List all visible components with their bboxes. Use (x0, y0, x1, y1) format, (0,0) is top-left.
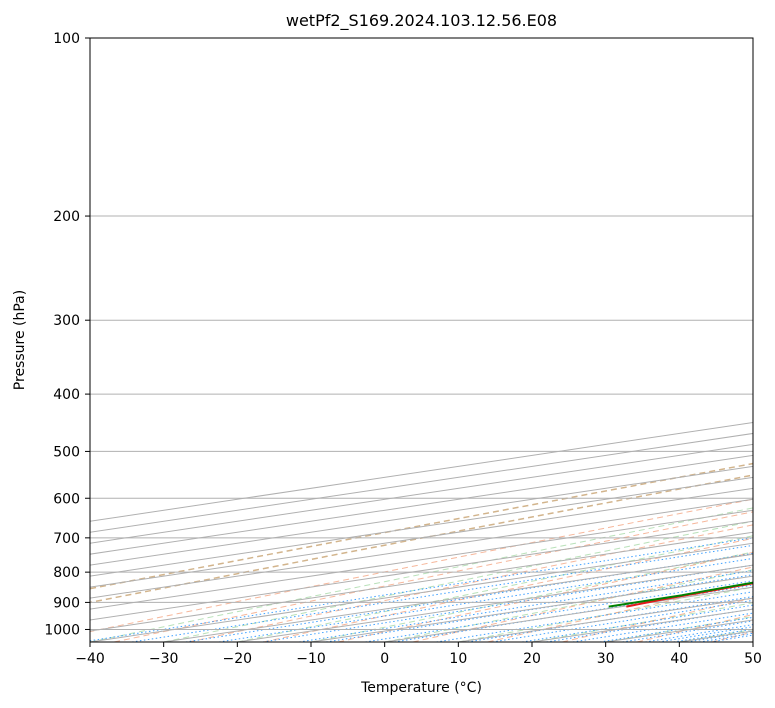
mixing-ratio-line (467, 596, 753, 642)
dry-adiabat-line (90, 498, 753, 633)
y-tick-label: 400 (53, 387, 80, 403)
y-tick-label: 600 (53, 491, 80, 507)
mixing-ratio-line (90, 537, 753, 642)
x-axis-title: Temperature (°C) (360, 680, 482, 696)
grid-lines (90, 38, 753, 642)
mixing-ratio-line (673, 628, 753, 642)
isotherm-line (752, 641, 753, 642)
dry-adiabat-line (188, 524, 753, 642)
dry-adiabat-line (487, 581, 753, 642)
dry-adiabat-line (636, 614, 753, 642)
x-tick-label: 30 (597, 651, 615, 667)
isotherm-line (90, 454, 753, 555)
mixing-ratio-line (522, 604, 753, 642)
isotherm-line (90, 509, 753, 610)
mixing-ratio-line (699, 632, 753, 642)
moist-adiabat-line (458, 586, 753, 642)
mixing-ratio-line (436, 591, 753, 642)
x-tick-label: 10 (449, 651, 467, 667)
moist-adiabat-line (163, 520, 753, 642)
isotherm-line (531, 608, 753, 642)
moist-adiabat-line (237, 535, 753, 642)
moist-adiabat-line (752, 641, 753, 642)
mixing-ratio-line (262, 564, 753, 642)
isotherm-line (605, 619, 753, 642)
plot-area: -10-20-30-40-50-60-70-80-90-100010203040… (90, 38, 753, 642)
y-tick-label: 200 (53, 209, 80, 225)
dry-adiabat-line (90, 474, 753, 604)
mixing-ratio-line (645, 624, 753, 642)
moist-adiabat-line (531, 602, 753, 642)
isotherm-line (90, 443, 753, 544)
isotherm-line (679, 630, 753, 642)
plot-frame (89, 37, 754, 643)
isotherm-line (458, 597, 753, 642)
isotherm-line (90, 498, 753, 599)
isotherm-line (90, 487, 753, 588)
y-axis-ticks: 100 200 300 400 500 600 700 800 900 1000 (44, 31, 90, 638)
y-tick-label: 900 (53, 595, 80, 611)
moist-adiabat-line (605, 616, 753, 642)
x-tick-label: −10 (296, 651, 326, 667)
isotherm-line (90, 421, 753, 522)
mixing-ratio-line (710, 634, 753, 642)
x-tick-label: 0 (380, 651, 389, 667)
y-axis-title: Pressure (hPa) (12, 290, 28, 390)
dry-adiabat-line (113, 511, 753, 642)
x-tick-label: −30 (149, 651, 179, 667)
isotherm-line (90, 476, 753, 577)
x-axis-ticks: −40 −30 −20 −10 0 10 20 30 40 50 (75, 642, 762, 667)
y-tick-label: 100 (53, 31, 80, 47)
moist-adiabat-line (679, 629, 753, 642)
isotherm-line (90, 542, 753, 642)
y-tick-label: 700 (53, 531, 80, 547)
isotherm-line (310, 575, 753, 642)
y-tick-label: 300 (53, 313, 80, 329)
x-tick-label: −40 (75, 651, 105, 667)
x-tick-label: 40 (670, 651, 688, 667)
isotherm-line (90, 432, 753, 533)
moist-adiabats (90, 507, 753, 642)
isotherm-line (237, 564, 753, 642)
mixing-ratio-line (622, 620, 753, 642)
mixing-ratio-line (185, 552, 753, 642)
moist-adiabat-line (310, 551, 753, 642)
dry-adiabat-line (263, 537, 753, 642)
isotherm-line (90, 465, 753, 566)
isotherm-line (90, 531, 753, 632)
dry-adiabat-line (90, 462, 753, 590)
y-tick-label: 1000 (44, 622, 80, 638)
x-tick-label: −20 (223, 651, 253, 667)
x-tick-label: 50 (744, 651, 762, 667)
isotherm-line (384, 586, 753, 642)
dry-adiabats (90, 462, 753, 642)
dry-adiabat-line (412, 566, 753, 642)
y-tick-label: 500 (53, 444, 80, 460)
isotherm-line (90, 520, 753, 621)
dry-adiabat-line (562, 597, 753, 642)
y-tick-label: 800 (53, 565, 80, 581)
chart-title: wetPf2_S169.2024.103.12.56.E08 (286, 11, 557, 31)
x-tick-label: 20 (523, 651, 541, 667)
dry-adiabat-line (711, 631, 753, 642)
mixing-ratio-line (131, 544, 753, 642)
mixing-ratio-lines (90, 537, 753, 642)
